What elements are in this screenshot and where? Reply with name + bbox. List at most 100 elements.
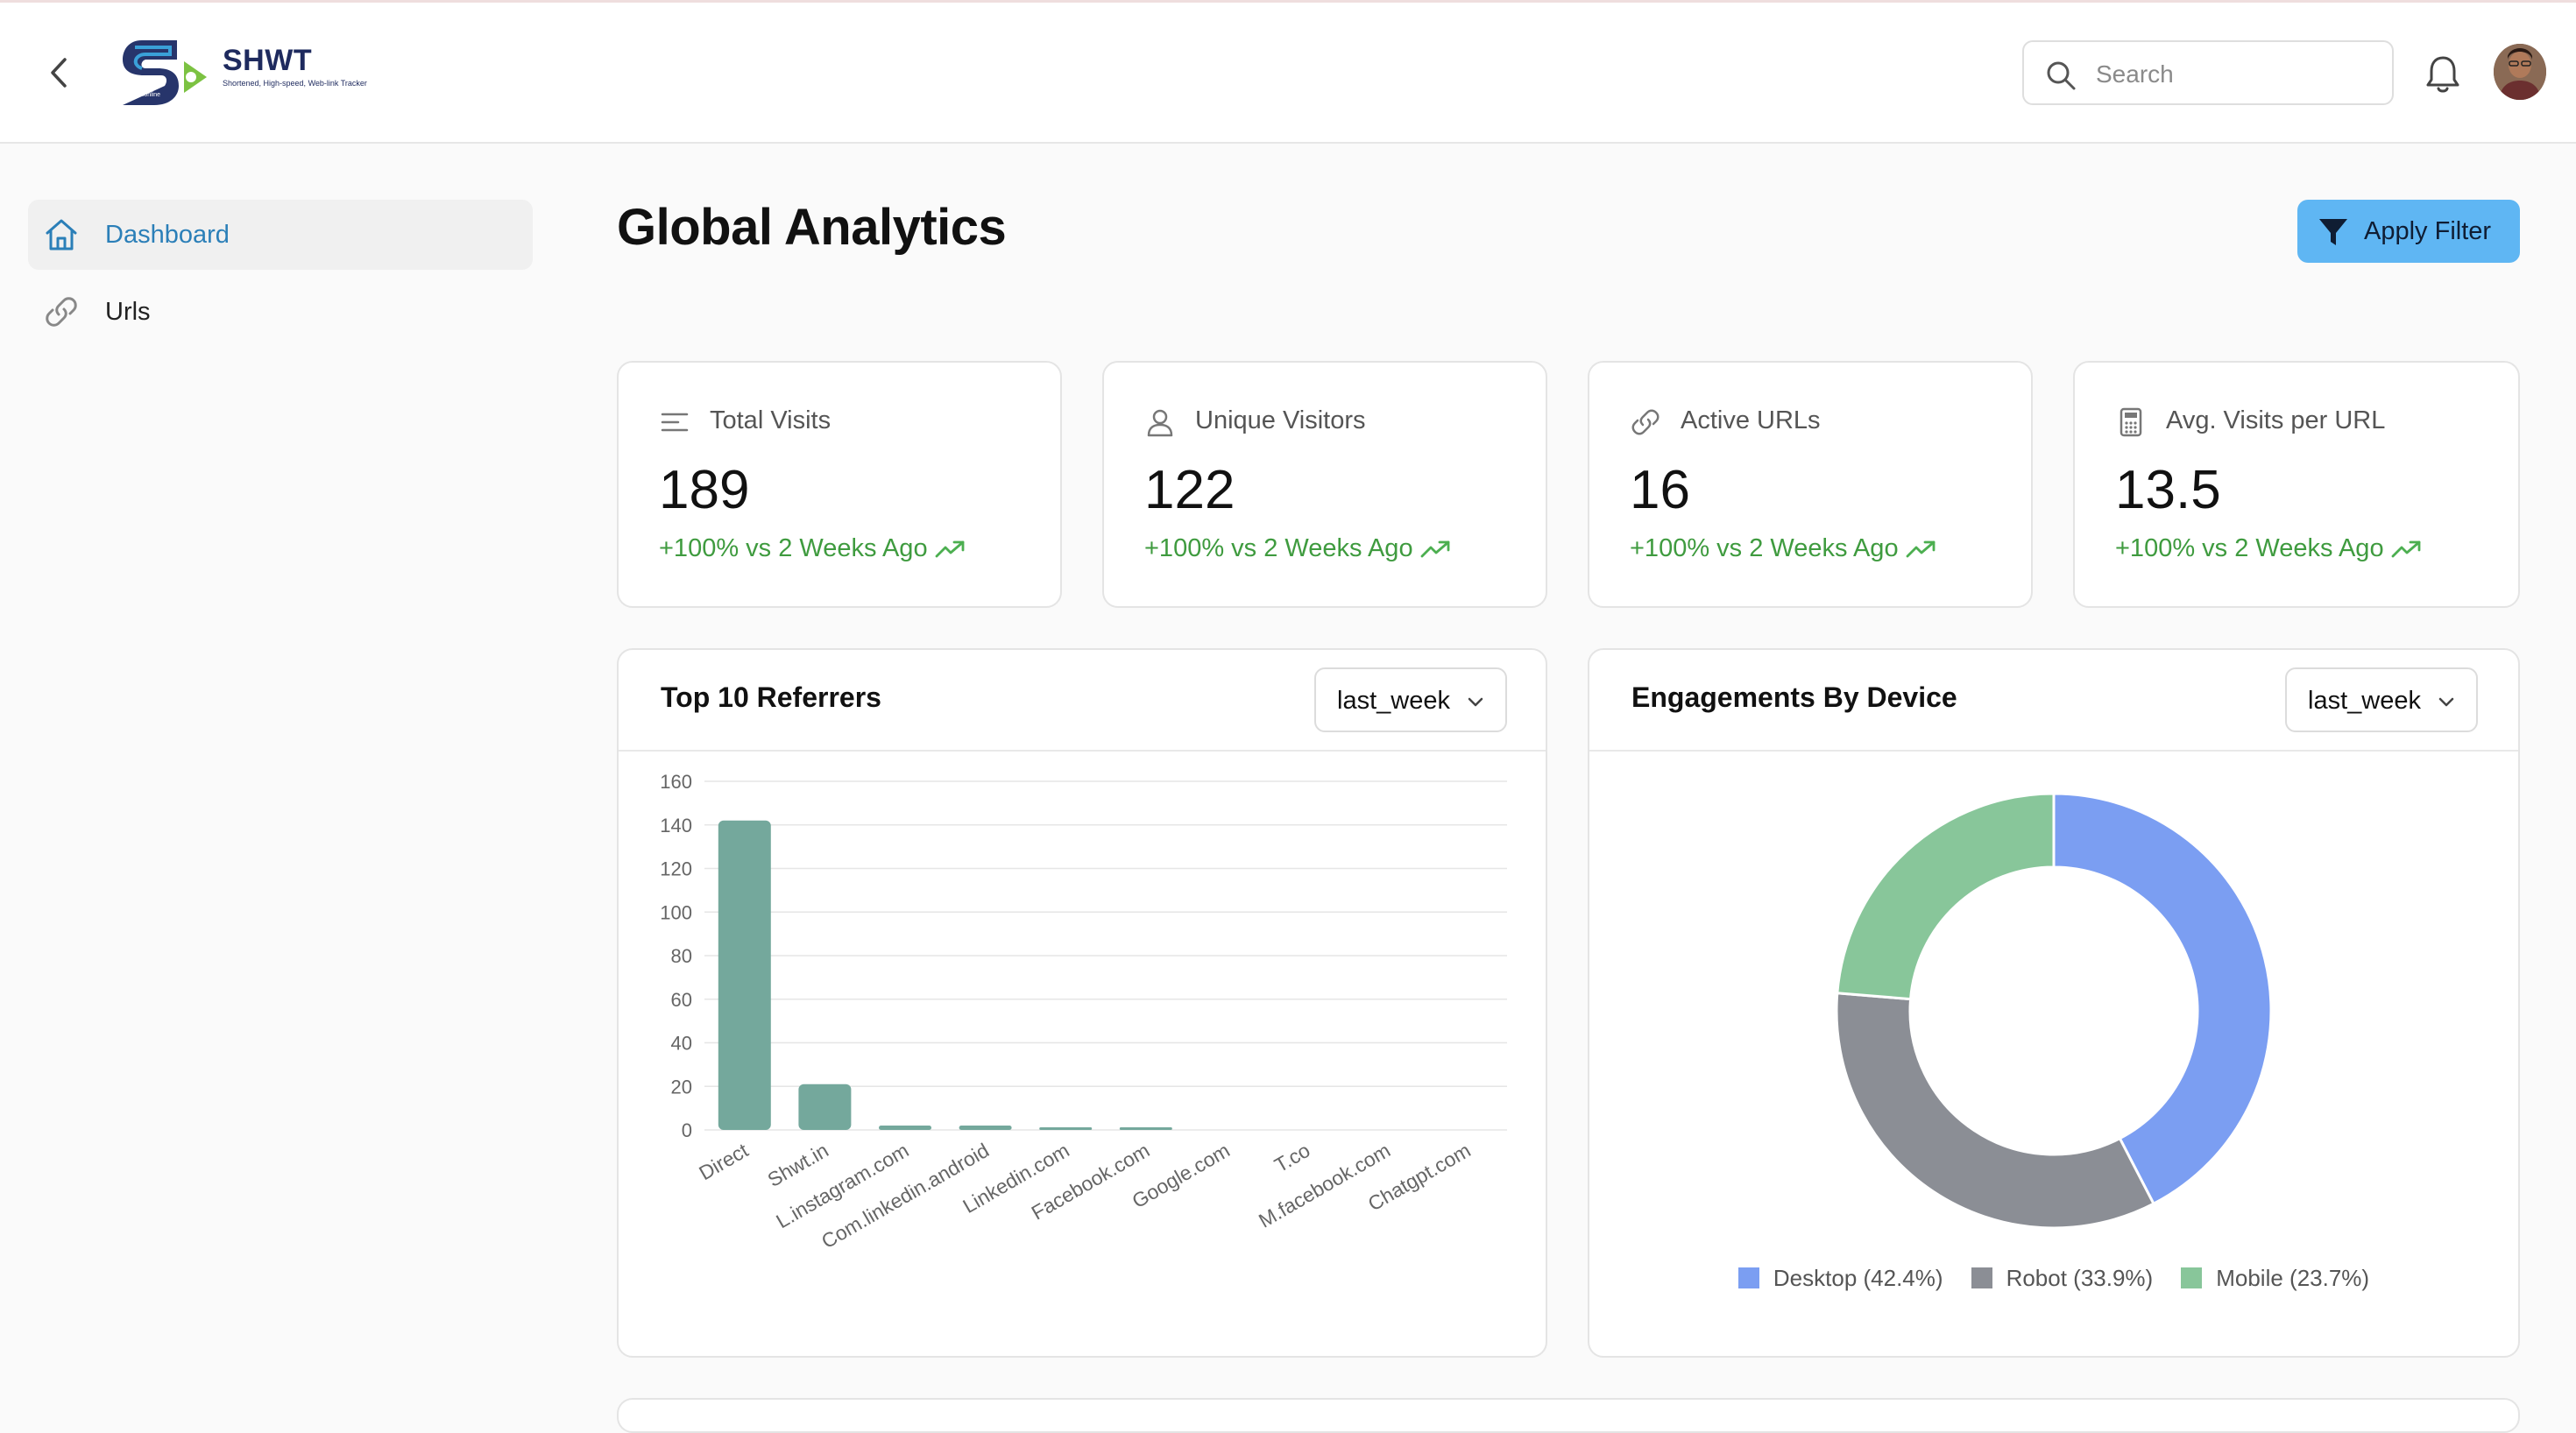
stat-value: 16 [1630, 460, 1690, 520]
stat-trend: +100% vs 2 Weeks Ago [2115, 534, 2423, 563]
logo-mark: shwt.online [123, 40, 207, 105]
home-icon [46, 219, 77, 251]
bar[interactable] [1119, 1127, 1172, 1130]
dropdown-value: last_week [1337, 687, 1450, 715]
stat-trend-text: +100% vs 2 Weeks Ago [1630, 534, 1899, 562]
next-panel-edge [617, 1398, 2520, 1433]
user-avatar[interactable] [2494, 44, 2546, 100]
x-tick-label: Direct [695, 1139, 753, 1185]
sidebar-item-dashboard[interactable]: Dashboard [28, 200, 533, 270]
stat-trend-text: +100% vs 2 Weeks Ago [659, 534, 928, 562]
stat-card-active-urls: Active URLs 16 +100% vs 2 Weeks Ago [1588, 361, 2033, 608]
stat-title: Total Visits [710, 406, 832, 434]
stat-title: Unique Visitors [1195, 406, 1366, 434]
referrers-panel: Top 10 Referrers last_week 0 20 40 60 80 100 1… [617, 648, 1547, 1358]
search-input[interactable] [2094, 53, 2378, 96]
y-tick-label: 60 [671, 989, 692, 1011]
avatar-image [2494, 44, 2546, 100]
calculator-icon [2120, 407, 2142, 437]
lines-icon [661, 413, 689, 432]
y-tick-label: 140 [660, 815, 692, 837]
referrers-title: Top 10 Referrers [661, 681, 881, 713]
stat-title: Avg. Visits per URL [2166, 406, 2386, 434]
logo-badge: shwt.online [130, 92, 160, 98]
sidebar-item-label: Dashboard [105, 221, 230, 249]
trending-up-icon [1420, 540, 1449, 558]
x-tick-label: T.co [1270, 1139, 1314, 1177]
filter-icon [2319, 219, 2347, 245]
stat-card-avg-visits: Avg. Visits per URL 13.5 +100% vs 2 Week… [2073, 361, 2520, 608]
referrers-panel-header: Top 10 Referrers last_week [619, 650, 1546, 752]
y-tick-label: 20 [671, 1076, 692, 1098]
x-tick-label: M.facebook.com [1255, 1139, 1394, 1232]
pie-slice[interactable] [1836, 792, 2056, 1001]
sidebar-item-label: Urls [105, 298, 151, 326]
logo-title: SHWT [223, 44, 313, 77]
bar[interactable] [879, 1126, 931, 1130]
y-tick-label: 40 [671, 1033, 692, 1055]
y-tick-label: 0 [682, 1119, 692, 1141]
y-tick-label: 160 [660, 771, 692, 793]
devices-title: Engagements By Device [1631, 681, 1957, 713]
devices-donut-chart [1835, 792, 2273, 1230]
y-tick-label: 120 [660, 858, 692, 880]
stat-trend: +100% vs 2 Weeks Ago [1630, 534, 1937, 563]
devices-period-dropdown[interactable]: last_week [2285, 667, 2478, 732]
sidebar-item-urls[interactable]: Urls [28, 277, 533, 347]
top-bar: shwt.online SHWT Shortened, High-speed, … [0, 0, 2576, 144]
pie-slice[interactable] [1835, 992, 2155, 1230]
legend-item[interactable]: Robot (33.9%) [1971, 1265, 2154, 1292]
stat-title: Active URLs [1681, 406, 1821, 434]
stat-trend: +100% vs 2 Weeks Ago [1144, 534, 1452, 563]
top-accent-line [0, 0, 2576, 3]
search-box[interactable] [2022, 40, 2394, 105]
trending-up-icon [1906, 540, 1935, 558]
stat-value: 13.5 [2115, 460, 2221, 520]
bar[interactable] [959, 1126, 1012, 1130]
chevron-down-icon [2438, 697, 2454, 707]
y-tick-label: 100 [660, 901, 692, 923]
trending-up-icon [2391, 540, 2420, 558]
referrers-period-dropdown[interactable]: last_week [1314, 667, 1507, 732]
chevron-left-icon [51, 58, 67, 88]
stat-trend: +100% vs 2 Weeks Ago [659, 534, 966, 563]
link-icon [46, 297, 77, 327]
legend-label: Mobile (23.7%) [2216, 1265, 2370, 1291]
legend-swatch [1971, 1267, 1992, 1288]
legend-item[interactable]: Desktop (42.4%) [1737, 1265, 1943, 1292]
back-button[interactable] [42, 53, 77, 93]
donut-legend: Desktop (42.4%) Robot (33.9%) Mobile (23.7… [1589, 1265, 2518, 1292]
dropdown-value: last_week [2308, 687, 2421, 715]
apply-filter-button[interactable]: Apply Filter [2297, 200, 2520, 263]
stat-card-total-visits: Total Visits 189 +100% vs 2 Weeks Ago [617, 361, 1062, 608]
pie-slice[interactable] [2052, 792, 2273, 1206]
trending-up-icon [935, 540, 964, 558]
legend-label: Robot (33.9%) [2006, 1265, 2154, 1291]
chevron-down-icon [1468, 697, 1483, 707]
legend-swatch [1737, 1267, 1759, 1288]
devices-panel: Engagements By Device last_week Desktop … [1588, 648, 2520, 1358]
notifications-button[interactable] [2424, 53, 2462, 95]
logo-subtitle: Shortened, High-speed, Web-link Tracker [223, 79, 367, 88]
bar[interactable] [718, 820, 771, 1130]
legend-item[interactable]: Mobile (23.7%) [2181, 1265, 2369, 1292]
logo[interactable]: shwt.online SHWT Shortened, High-speed, … [116, 35, 367, 110]
stat-card-unique-visitors: Unique Visitors 122 +100% vs 2 Weeks Ago [1102, 361, 1547, 608]
bell-icon [2426, 56, 2459, 93]
bar[interactable] [798, 1084, 852, 1130]
legend-label: Desktop (42.4%) [1773, 1265, 1943, 1291]
stat-value: 189 [659, 460, 750, 520]
page-title: Global Analytics [617, 199, 1007, 256]
stat-value: 122 [1144, 460, 1235, 520]
bar[interactable] [1039, 1127, 1093, 1130]
devices-panel-header: Engagements By Device last_week [1589, 650, 2518, 752]
stat-trend-text: +100% vs 2 Weeks Ago [1144, 534, 1413, 562]
apply-filter-label: Apply Filter [2364, 217, 2492, 245]
legend-swatch [2181, 1267, 2203, 1288]
search-icon [2047, 61, 2076, 90]
user-icon [1147, 409, 1173, 437]
stat-trend-text: +100% vs 2 Weeks Ago [2115, 534, 2384, 562]
link-icon [1631, 409, 1660, 435]
y-tick-label: 80 [671, 945, 692, 967]
